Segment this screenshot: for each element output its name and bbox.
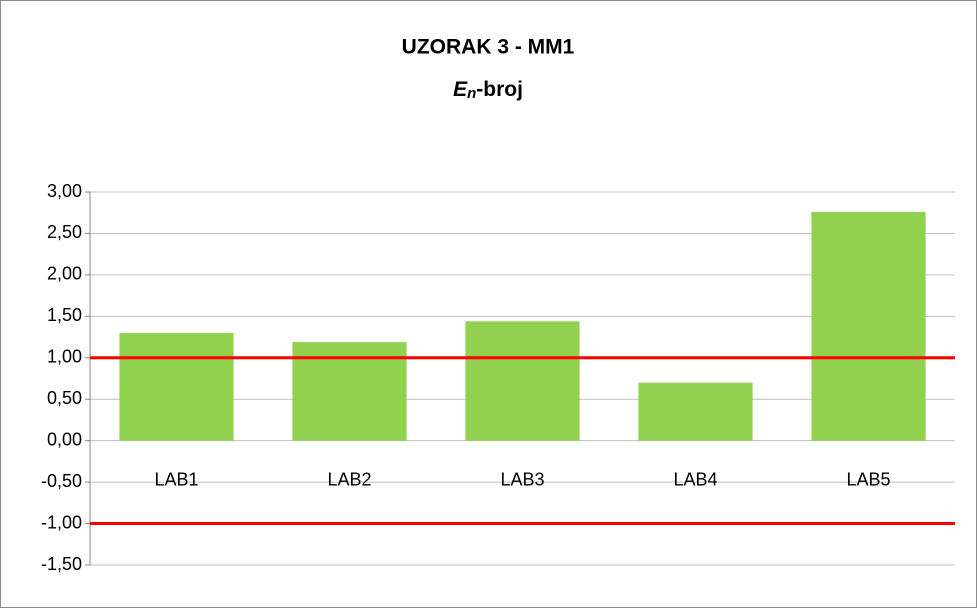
y-tick-label: 2,00 <box>47 264 82 284</box>
y-tick-label: -0,50 <box>41 471 82 491</box>
subtitle-part: n <box>467 85 476 102</box>
y-tick-label: 0,50 <box>47 388 82 408</box>
bar <box>465 321 580 441</box>
subtitle-part: -broj <box>476 78 523 101</box>
y-tick-label: 2,50 <box>47 222 82 242</box>
x-tick-label: LAB4 <box>673 469 717 489</box>
bar <box>811 211 926 441</box>
chart-title: UZORAK 3 - MM1 <box>402 36 575 59</box>
x-tick-label: LAB2 <box>327 469 371 489</box>
chart-subtitle: En-broj <box>453 78 523 102</box>
x-tick-label: LAB3 <box>500 469 544 489</box>
y-tick-label: 1,00 <box>47 347 82 367</box>
bar <box>119 332 234 441</box>
x-tick-label: LAB5 <box>846 469 890 489</box>
y-tick-label: 3,00 <box>47 181 82 201</box>
y-tick-label: 1,50 <box>47 305 82 325</box>
y-tick-label: 0,00 <box>47 429 82 449</box>
y-tick-label: -1,00 <box>41 512 82 532</box>
x-tick-label: LAB1 <box>154 469 198 489</box>
bar <box>638 382 753 441</box>
subtitle-part: E <box>453 78 468 101</box>
y-tick-label: -1,50 <box>41 554 82 574</box>
